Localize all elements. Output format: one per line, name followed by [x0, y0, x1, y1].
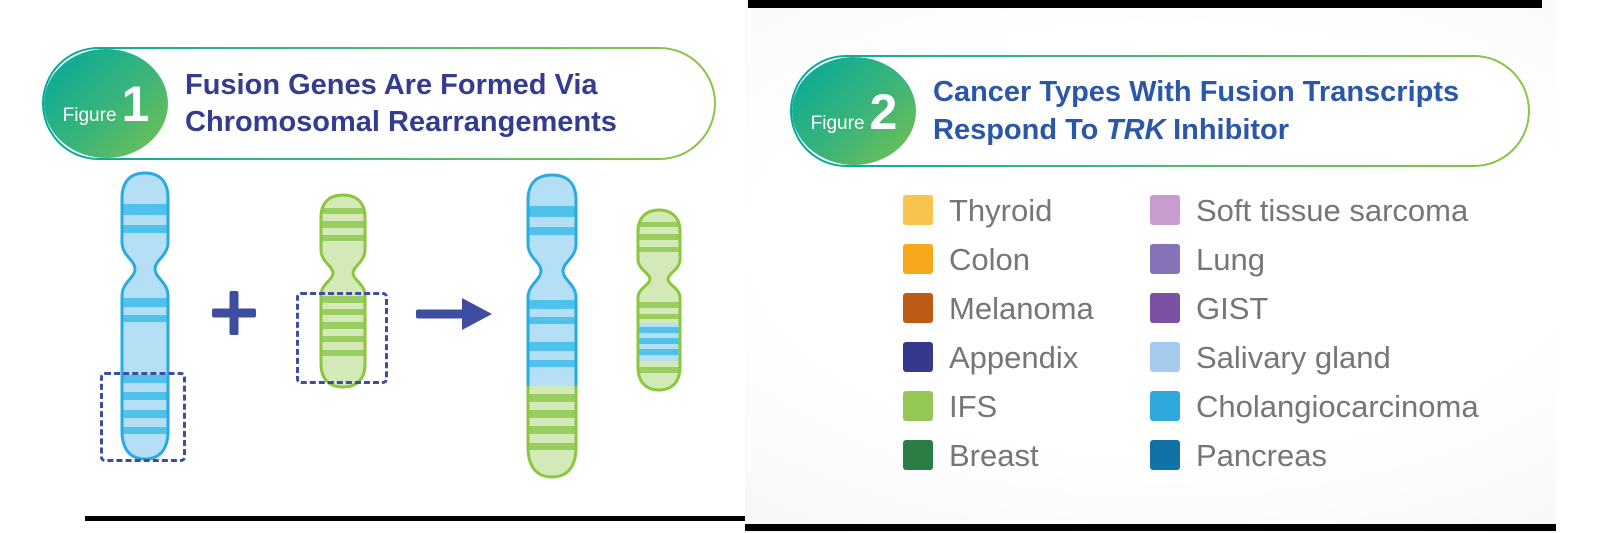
figure2-title-gene: TRK — [1105, 114, 1166, 146]
figure1-title-line1: Fusion Genes Are Formed Via — [185, 68, 598, 101]
legend-label: Melanoma — [949, 290, 1094, 326]
legend-item-soft-tissue-sarcoma: Soft tissue sarcoma — [1150, 188, 1550, 232]
legend-label: Appendix — [949, 339, 1079, 375]
legend-item-pancreas: Pancreas — [1150, 433, 1550, 477]
breakpoint-box-a — [100, 372, 186, 462]
figure1-header: Figure 1 Fusion Genes Are Formed Via Chr… — [42, 47, 716, 160]
breakpoint-box-b — [296, 292, 388, 384]
arrow-right-icon — [416, 298, 492, 330]
legend-swatch — [903, 440, 933, 470]
legend-swatch — [1150, 293, 1180, 323]
figure2-header-inner: Figure 2 Cancer Types With Fusion Transc… — [792, 57, 1528, 165]
legend-swatch — [903, 342, 933, 372]
legend-swatch — [1150, 342, 1180, 372]
figure1-panel: Figure 1 Fusion Genes Are Formed Via Chr… — [0, 0, 760, 533]
legend-swatch — [1150, 244, 1180, 274]
figure1-badge: Figure 1 — [44, 49, 168, 158]
figure1-title-line2: Chromosomal Rearrangements — [185, 105, 617, 138]
legend-item-ifs: IFS — [903, 384, 1150, 428]
legend-item-salivary-gland: Salivary gland — [1150, 335, 1550, 379]
legend-item-gist: GIST — [1150, 286, 1550, 330]
figure2-title: Cancer Types With Fusion Transcripts Res… — [933, 73, 1459, 149]
legend-item-lung: Lung — [1150, 237, 1550, 281]
legend-item-melanoma: Melanoma — [903, 286, 1150, 330]
legend-column-2: Soft tissue sarcoma Lung GIST Salivary g… — [1150, 188, 1550, 477]
legend-swatch — [1150, 391, 1180, 421]
legend-item-colon: Colon — [903, 237, 1150, 281]
figure2-top-rule — [748, 0, 1542, 8]
legend-label: Breast — [949, 437, 1039, 473]
legend-label: IFS — [949, 388, 998, 424]
figure2-bottom-rule — [745, 524, 1556, 531]
legend-label: Cholangiocarcinoma — [1196, 388, 1479, 424]
chromosome-diagram — [0, 0, 760, 533]
legend-swatch — [1150, 195, 1180, 225]
legend-item-cholangiocarcinoma: Cholangiocarcinoma — [1150, 384, 1550, 428]
figure2-panel: Figure 2 Cancer Types With Fusion Transc… — [745, 0, 1556, 533]
legend-column-1: Thyroid Colon Melanoma Appendix IFS — [903, 188, 1150, 477]
figure2-title-line2-suffix: Inhibitor — [1173, 114, 1290, 146]
figure1-title: Fusion Genes Are Formed Via Chromosomal … — [185, 67, 617, 141]
figure1-bottom-rule — [85, 516, 758, 521]
figure1-badge-number: 1 — [121, 76, 150, 132]
legend-label: Pancreas — [1196, 437, 1327, 473]
figure1-badge-label: Figure — [62, 105, 117, 126]
legend-swatch — [903, 293, 933, 323]
fusion-chromosome-a — [526, 173, 578, 479]
cancer-type-legend: Thyroid Colon Melanoma Appendix IFS — [903, 188, 1550, 477]
legend-label: Soft tissue sarcoma — [1196, 192, 1469, 228]
legend-swatch — [903, 244, 933, 274]
figure2-title-line1: Cancer Types With Fusion Transcripts — [933, 76, 1460, 108]
legend-item-thyroid: Thyroid — [903, 188, 1150, 232]
legend-swatch — [903, 391, 933, 421]
plus-icon — [212, 291, 256, 335]
legend-label: Thyroid — [949, 192, 1053, 228]
figure2-title-line2-prefix: Respond To — [933, 114, 1099, 146]
legend-swatch — [1150, 440, 1180, 470]
legend-item-appendix: Appendix — [903, 335, 1150, 379]
legend-label: Salivary gland — [1196, 339, 1391, 375]
legend-label: GIST — [1196, 290, 1269, 326]
legend-label: Colon — [949, 241, 1030, 277]
figure2-badge: Figure 2 — [792, 57, 916, 165]
legend-item-breast: Breast — [903, 433, 1150, 477]
figure2-header: Figure 2 Cancer Types With Fusion Transc… — [790, 55, 1530, 167]
chromosome-b-green — [319, 193, 367, 389]
legend-swatch — [903, 195, 933, 225]
legend-label: Lung — [1196, 241, 1265, 277]
figure2-badge-number: 2 — [869, 84, 898, 140]
figure1-header-inner: Figure 1 Fusion Genes Are Formed Via Chr… — [44, 49, 714, 158]
fusion-chromosome-b — [636, 208, 682, 392]
figure2-badge-label: Figure — [810, 113, 865, 134]
